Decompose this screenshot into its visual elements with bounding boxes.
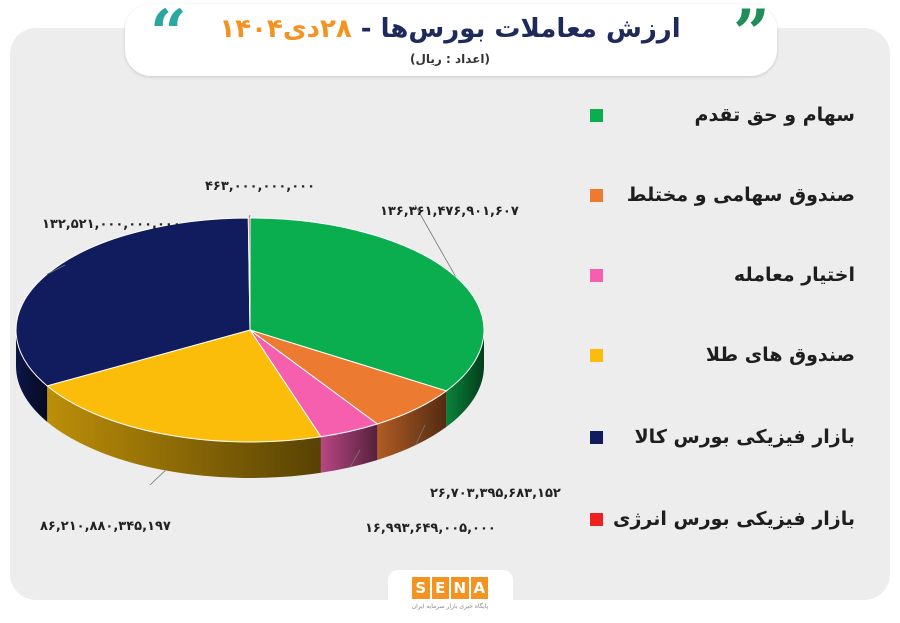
chart-subtitle: (اعداد : ریال) [410,52,490,66]
pie-slice-side [16,330,48,422]
title-date: ۲۸دی۱۴۰۴ [219,14,352,44]
logo-letter: S [412,577,430,599]
quote-open-icon: ” [733,0,770,71]
logo-letter: E [431,577,449,599]
legend-label: صندوق های طلا [705,344,855,366]
legend-swatch [590,349,603,362]
leader-line [349,449,361,468]
data-label: ۸۶,۲۱۰,۸۸۰,۳۴۵,۱۹۷ [40,519,171,534]
data-label: ۴۶۳,۰۰۰,۰۰۰,۰۰۰ [205,179,315,194]
logo-letter: N [451,577,469,599]
pie-slice-side [377,390,447,460]
title-banner [125,4,777,76]
legend-swatch [590,431,603,444]
legend-label: بازار فیزیکی بورس کالا [634,426,855,448]
leader-line [414,204,456,277]
pie-slice [247,217,251,331]
pie-slice-side [320,423,378,473]
legend-label: اختیار معامله [733,264,855,286]
sena-logo: S E N A [412,577,488,599]
data-label: ۲۶,۷۰۳,۳۹۵,۶۸۳,۱۵۲ [430,486,561,501]
legend-label: بازار فیزیکی بورس انرژی [613,508,855,530]
pie-slice [46,329,322,443]
leader-line [149,470,166,486]
leader-line [46,264,66,275]
pie-slice-side [47,385,321,478]
data-label: ۱۶,۹۹۳,۶۴۹,۰۰۵,۰۰۰ [365,521,496,536]
quote-close-icon: “ [150,0,187,71]
legend-swatch [590,513,603,526]
sena-logo-box [388,570,513,618]
chart-title: ارزش معاملات بورس‌ها - ۲۸دی۱۴۰۴ [219,14,681,44]
leader-line [415,424,426,446]
pie-slice-side [446,330,484,427]
leader-line [248,214,251,219]
data-label: ۱۳۶,۳۶۱,۴۷۶,۹۰۱,۶۰۷ [380,204,519,219]
data-label: ۱۳۲,۵۲۱,۰۰۰,۰۰۰,۰۰۰ [42,217,181,232]
logo-letter: A [470,577,488,599]
legend-label: سهام و حق تقدم [694,104,855,126]
legend-swatch [590,189,603,202]
sena-tagline: پایگاه خبری بازار سرمایه ایران [411,603,489,610]
legend-swatch [590,269,603,282]
legend-label: صندوق سهامی و مختلط [626,184,855,206]
legend-swatch [590,109,603,122]
